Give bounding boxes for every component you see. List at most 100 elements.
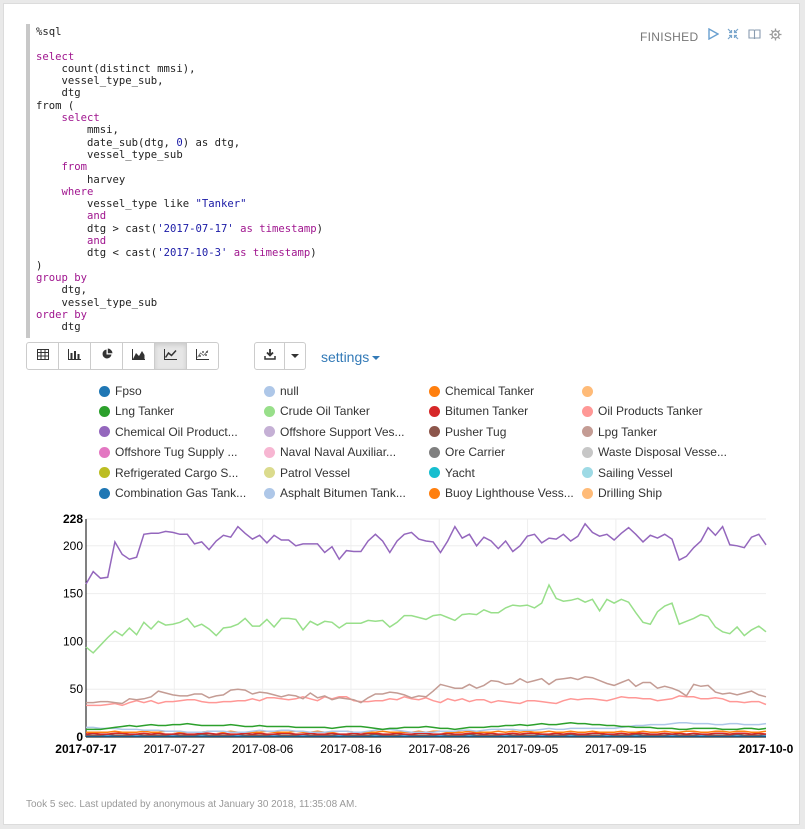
legend-label: Offshore Support Ves... (280, 424, 405, 439)
legend-item[interactable] (582, 382, 598, 400)
legend-item[interactable]: Waste Disposal Vesse... (582, 443, 727, 461)
scatter-chart-icon (196, 347, 209, 365)
x-tick-label: 2017-10-0 (739, 742, 794, 756)
legend-item[interactable]: null (264, 382, 299, 400)
y-tick-label: 150 (63, 587, 83, 601)
series-line[interactable] (85, 583, 767, 654)
series-line[interactable] (86, 676, 767, 705)
download-button[interactable] (254, 342, 285, 370)
y-tick-label: 200 (63, 539, 83, 553)
y-tick-label: 50 (70, 682, 84, 696)
pie-chart-icon (101, 347, 113, 365)
legend-item[interactable]: Lpg Tanker (582, 423, 657, 441)
legend-item[interactable]: Refrigerated Cargo S... (99, 464, 238, 482)
legend-swatch (582, 467, 593, 479)
series-line[interactable] (85, 732, 767, 735)
x-tick-label: 2017-07-17 (55, 742, 117, 756)
legend-label: Pusher Tug (445, 424, 507, 439)
legend-item[interactable]: Buoy Lighthouse Vess... (429, 484, 574, 502)
settings-link[interactable]: settings (321, 349, 381, 365)
legend-label: null (280, 384, 299, 398)
legend-swatch (264, 385, 275, 397)
legend-swatch (99, 426, 110, 438)
legend-swatch (582, 385, 593, 397)
sql-code[interactable]: %sql select count(distinct mmsi), vessel… (36, 26, 324, 334)
run-info-footer: Took 5 sec. Last updated by anonymous at… (26, 799, 358, 810)
x-tick-label: 2017-09-05 (497, 742, 559, 756)
legend-item[interactable]: Combination Gas Tank... (99, 484, 246, 502)
bar-chart-icon (68, 347, 81, 365)
legend-label: Naval Naval Auxiliar... (280, 445, 397, 460)
play-icon[interactable] (706, 27, 720, 42)
compress-icon[interactable] (726, 28, 740, 42)
legend-item[interactable]: Sailing Vessel (582, 464, 673, 482)
line-chart-button[interactable] (154, 342, 187, 370)
legend-label: Lpg Tanker (598, 424, 658, 439)
bar-chart-button[interactable] (58, 342, 91, 370)
legend-swatch (429, 446, 440, 458)
legend-label: Waste Disposal Vesse... (598, 445, 727, 460)
sql-editor[interactable]: %sql select count(distinct mmsi), vessel… (26, 24, 550, 338)
legend-swatch (99, 487, 110, 499)
legend-item[interactable]: Chemical Oil Product... (99, 423, 238, 441)
legend-swatch (429, 467, 440, 479)
legend-swatch (429, 385, 440, 397)
area-chart-button[interactable] (122, 342, 155, 370)
series-line[interactable] (86, 695, 767, 707)
legend-label: Yacht (445, 465, 475, 480)
legend-swatch (99, 446, 110, 458)
download-dropdown-button[interactable] (284, 342, 306, 370)
legend-item[interactable]: Asphalt Bitumen Tank... (264, 484, 406, 502)
legend-swatch (99, 405, 110, 417)
legend-label: Sailing Vessel (598, 465, 673, 480)
legend-label: Bitumen Tanker (445, 404, 529, 419)
legend-item[interactable]: Lng Tanker (99, 402, 174, 420)
legend-swatch (264, 446, 275, 458)
x-tick-label: 2017-09-15 (585, 742, 647, 756)
series-line[interactable] (86, 721, 767, 731)
legend-label: Lng Tanker (115, 404, 175, 419)
pie-chart-button[interactable] (90, 342, 123, 370)
y-tick-label: 100 (63, 634, 83, 648)
legend-label: Drilling Ship (598, 486, 663, 500)
line-chart: 0 50 100 150 200 228 2017-07-17 2017-07-27 2017-… (55, 512, 794, 756)
legend-item[interactable]: Ore Carrier (429, 443, 505, 461)
scatter-chart-button[interactable] (186, 342, 219, 370)
legend-item[interactable]: Offshore Support Ves... (264, 423, 405, 441)
legend-swatch (99, 467, 110, 479)
series-line[interactable] (86, 733, 767, 736)
legend-label: Patrol Vessel (280, 465, 351, 480)
legend-swatch (582, 446, 593, 458)
download-icon (263, 347, 276, 365)
legend-item[interactable]: Chemical Tanker (429, 382, 534, 400)
legend-item[interactable]: Drilling Ship (582, 484, 662, 502)
table-view-button[interactable] (26, 342, 59, 370)
series-line[interactable] (85, 522, 767, 585)
legend-swatch (264, 467, 275, 479)
chart-type-toolbar (26, 342, 219, 372)
legend-swatch (99, 385, 110, 397)
gear-icon[interactable] (768, 28, 782, 42)
x-tick-label: 2017-07-27 (144, 742, 206, 756)
legend-item[interactable]: Oil Products Tanker (582, 402, 703, 420)
book-icon[interactable] (747, 28, 761, 42)
legend-item[interactable]: Bitumen Tanker (429, 402, 528, 420)
legend-item[interactable]: Fpso (99, 382, 142, 400)
legend-label: Refrigerated Cargo S... (115, 465, 239, 480)
legend-swatch (582, 405, 593, 417)
x-tick-label: 2017-08-06 (232, 742, 294, 756)
legend-item[interactable]: Offshore Tug Supply ... (99, 443, 238, 461)
caret-down-icon (291, 354, 299, 358)
legend-item[interactable]: Pusher Tug (429, 423, 506, 441)
x-tick-label: 2017-08-26 (409, 742, 471, 756)
legend-label: Ore Carrier (445, 445, 506, 460)
legend-swatch (264, 426, 275, 438)
download-group (254, 342, 306, 370)
legend-item[interactable]: Crude Oil Tanker (264, 402, 370, 420)
legend-item[interactable]: Naval Naval Auxiliar... (264, 443, 396, 461)
series-line[interactable] (86, 721, 767, 733)
legend-label: Offshore Tug Supply ... (115, 445, 238, 460)
legend-item[interactable]: Yacht (429, 464, 475, 482)
legend-item[interactable]: Patrol Vessel (264, 464, 350, 482)
legend-swatch (429, 405, 440, 417)
